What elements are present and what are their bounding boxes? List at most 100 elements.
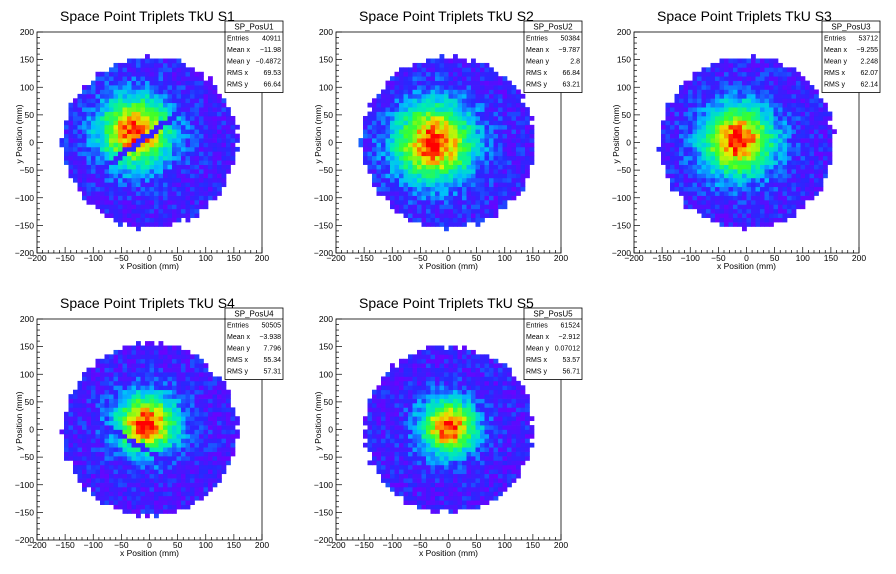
heatmap-cell — [724, 177, 729, 183]
heatmap-cell — [417, 169, 422, 174]
heatmap-cell — [791, 177, 797, 183]
heatmap-cell — [421, 186, 427, 192]
heatmap-cell — [493, 93, 499, 99]
heatmap-cell — [417, 164, 422, 170]
heatmap-cell — [818, 151, 824, 157]
heatmap-cell — [172, 367, 177, 373]
heatmap-cell — [453, 133, 458, 139]
heatmap-cell — [194, 376, 200, 382]
heatmap-cell — [149, 213, 155, 218]
heatmap-cell — [86, 416, 92, 422]
heatmap-cell — [805, 107, 810, 112]
heatmap-cell — [426, 107, 431, 112]
heatmap-cell — [131, 102, 137, 108]
heatmap-cell — [520, 133, 526, 139]
heatmap-cell — [715, 102, 720, 108]
heatmap-cell — [118, 425, 123, 430]
heatmap-cell — [217, 469, 222, 475]
heatmap-cell — [453, 62, 458, 68]
heatmap-cell — [444, 217, 449, 223]
heatmap-cell — [674, 151, 680, 157]
heatmap-cell — [158, 199, 164, 205]
heatmap-cell — [109, 204, 114, 210]
heatmap-cell — [217, 182, 222, 188]
heatmap-cell — [529, 146, 535, 152]
heatmap-cell — [181, 93, 186, 99]
heatmap-cell — [746, 213, 752, 218]
heatmap-cell — [158, 416, 164, 422]
heatmap-cell — [688, 186, 693, 192]
heatmap-cell — [728, 129, 734, 135]
heatmap-cell — [104, 402, 110, 408]
heatmap-cell — [77, 138, 83, 143]
heatmap-cell — [172, 447, 177, 452]
heatmap-cell — [113, 407, 119, 413]
heatmap-cell — [502, 133, 508, 139]
heatmap-cell — [769, 107, 774, 112]
heatmap-cell — [430, 195, 436, 201]
heatmap-cell — [158, 486, 164, 492]
heatmap-cell — [172, 407, 177, 413]
heatmap-cell — [399, 129, 404, 135]
heatmap-cell — [163, 420, 168, 426]
heatmap-cell — [176, 133, 182, 139]
heatmap-cell — [113, 451, 119, 457]
heatmap-cell — [149, 398, 155, 404]
heatmap-cell — [68, 107, 74, 112]
heatmap-cell — [823, 133, 828, 139]
heatmap-cell — [385, 182, 391, 188]
heatmap-cell — [701, 107, 707, 112]
heatmap-cell — [104, 363, 110, 368]
x-tick-label: 0 — [147, 253, 152, 263]
heatmap-cell — [185, 402, 191, 408]
heatmap-cell — [109, 411, 114, 417]
heatmap-cell — [760, 217, 765, 223]
heatmap-cell — [787, 93, 792, 99]
heatmap-cell — [149, 133, 155, 139]
heatmap-cell — [194, 354, 200, 360]
heatmap-cell — [760, 169, 765, 174]
heatmap-cell — [127, 213, 132, 218]
heatmap-cell — [149, 102, 155, 108]
heatmap-cell — [158, 58, 164, 64]
heatmap-cell — [484, 191, 490, 196]
heatmap-cell — [787, 208, 792, 214]
heatmap-cell — [737, 93, 743, 99]
heatmap-cell — [181, 433, 186, 439]
heatmap-cell — [109, 500, 114, 505]
heatmap-cell — [760, 98, 765, 104]
heatmap-cell — [181, 354, 186, 360]
heatmap-cell — [760, 186, 765, 192]
heatmap-cell — [136, 67, 141, 73]
heatmap-cell — [412, 76, 418, 81]
heatmap-cell — [95, 160, 101, 165]
heatmap-cell — [100, 442, 105, 448]
heatmap-cell — [679, 85, 684, 90]
heatmap-cell — [203, 478, 209, 483]
heatmap-cell — [140, 354, 146, 360]
heatmap-cell — [154, 491, 159, 497]
heatmap-cell — [73, 98, 78, 104]
heatmap-cell — [665, 124, 671, 130]
heatmap-cell — [190, 385, 195, 391]
heatmap-cell — [140, 138, 146, 143]
heatmap-cell — [172, 186, 177, 192]
heatmap-cell — [59, 138, 65, 143]
heatmap-cell — [140, 429, 146, 435]
heatmap-cell — [95, 491, 101, 497]
heatmap-cell — [91, 133, 96, 139]
heatmap-cell — [212, 102, 218, 108]
heatmap-cell — [769, 151, 774, 157]
heatmap-cell — [208, 98, 213, 104]
heatmap-cell — [760, 89, 765, 95]
heatmap-cell — [208, 177, 213, 183]
heatmap-cell — [399, 115, 404, 121]
heatmap-cell — [158, 155, 164, 161]
heatmap-cell — [140, 191, 146, 196]
heatmap-cell — [484, 129, 490, 135]
heatmap-cell — [145, 389, 150, 395]
heatmap-cell — [466, 102, 472, 108]
heatmap-cell — [800, 169, 806, 174]
heatmap-cell — [480, 89, 485, 95]
heatmap-cell — [791, 155, 797, 161]
